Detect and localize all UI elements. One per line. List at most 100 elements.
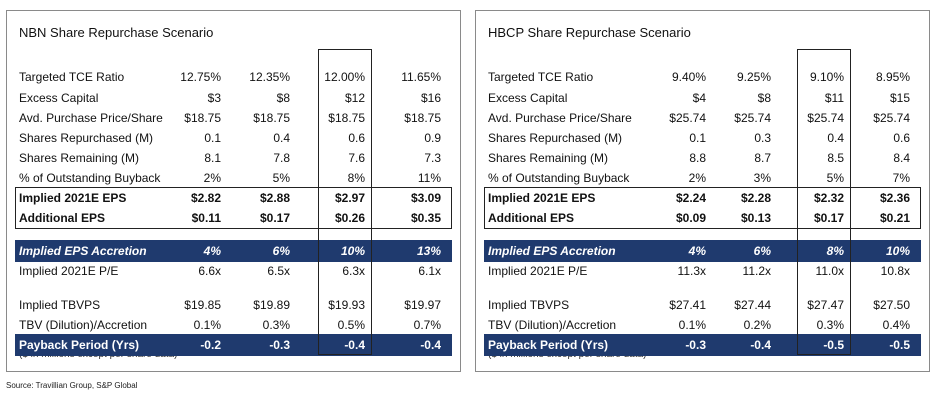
row-avg-purchase-price: Avd. Purchase Price/Share $18.75 $18.75 $18… [15,108,452,128]
row-payback-period: Payback Period (Yrs) -0.2 -0.3 -0.4 -0.4 [15,335,452,355]
row-label: Shares Repurchased (M) [488,131,623,145]
cell-value: 11.65% [401,70,441,84]
row-label: Payback Period (Yrs) [19,338,140,352]
cell-value: 8.1 [204,151,221,165]
cell-value: 10.8x [880,264,910,278]
cell-value: 12.35% [249,70,290,84]
cell-value: $25.74 [807,111,844,125]
row-shares-remaining: Shares Remaining (M) 8.1 7.8 7.6 7.3 [15,148,452,168]
cell-value: $19.89 [253,298,290,312]
cell-value: 4% [688,244,706,258]
cell-value: $2.28 [740,191,771,205]
row-label: % of Outstanding Buyback [19,171,161,185]
cell-value: 5% [826,171,844,185]
row-label: Implied 2021E EPS [488,191,596,205]
cell-value: 0.4 [827,131,844,145]
cell-value: 11.3x [677,264,706,278]
cell-value: 0.4% [882,318,910,332]
row-label: Avd. Purchase Price/Share [19,111,163,125]
cell-value: $0.17 [259,211,290,225]
cell-value: 8% [826,244,844,258]
row-label: Excess Capital [19,91,99,105]
cell-value: $0.21 [879,211,910,225]
row-implied-eps: Implied 2021E EPS $2.24 $2.28 $2.32 $2.36 [484,188,921,208]
cell-value: 6.3x [342,264,365,278]
cell-value: $0.11 [191,211,221,225]
row-label: Shares Remaining (M) [19,151,140,165]
cell-value: 8% [347,171,365,185]
row-additional-eps: Additional EPS $0.11 $0.17 $0.26 $0.35 [15,208,452,228]
row-pct-outstanding-buyback: % of Outstanding Buyback 2% 3% 5% 7% [484,168,921,188]
cell-value: $27.50 [873,298,910,312]
cell-value: $25.74 [734,111,771,125]
cell-value: 10% [885,244,910,258]
cell-value: 8.4 [893,151,910,165]
cell-value: 8.5 [827,151,844,165]
cell-value: 11.0x [815,264,844,278]
cell-value: $12 [344,91,365,105]
row-additional-eps: Additional EPS $0.09 $0.13 $0.17 $0.21 [484,208,921,228]
row-label: Implied EPS Accretion [19,244,147,258]
cell-value: 9.25% [736,70,771,84]
row-tbv-dilution-accretion: TBV (Dilution)/Accretion 0.1% 0.3% 0.5% 0.7% [15,315,452,335]
cell-value: 7.6 [348,151,365,165]
cell-value: $4 [692,91,706,105]
cell-value: 0.1 [689,131,706,145]
cell-value: 0.6 [348,131,365,145]
cell-value: 6% [753,244,771,258]
cell-value: $3 [207,91,221,105]
panel-title: NBN Share Repurchase Scenario [19,25,214,40]
row-label: Targeted TCE Ratio [488,70,594,84]
cell-value: $8 [276,91,290,105]
highlight-band [15,334,452,356]
cell-value: 0.3 [754,131,771,145]
row-implied-eps-accretion: Implied EPS Accretion 4% 6% 10% 13% [15,241,452,261]
highlight-band [484,334,921,356]
cell-value: -0.5 [823,338,844,352]
row-label: TBV (Dilution)/Accretion [488,318,617,332]
cell-value: -0.5 [889,338,910,352]
row-implied-eps: Implied 2021E EPS $2.82 $2.88 $2.97 $3.09 [15,188,452,208]
cell-value: -0.3 [269,338,290,352]
row-targeted-tce-ratio: Targeted TCE Ratio 9.40% 9.25% 9.10% 8.95% [484,67,921,87]
row-excess-capital: Excess Capital $4 $8 $11 $15 [484,88,921,108]
cell-value: $18.75 [328,111,365,125]
row-label: Avd. Purchase Price/Share [488,111,632,125]
cell-value: 12.00% [324,70,365,84]
row-implied-tbvps: Implied TBVPS $27.41 $27.44 $27.47 $27.50 [484,295,921,315]
cell-value: $19.93 [328,298,365,312]
cell-value: $18.75 [404,111,441,125]
cell-value: $0.13 [740,211,771,225]
cell-value: -0.4 [344,338,365,352]
row-label: Implied TBVPS [488,298,570,312]
cell-value: $19.97 [404,298,441,312]
row-pct-outstanding-buyback: % of Outstanding Buyback 2% 5% 8% 11% [15,168,452,188]
row-tbv-dilution-accretion: TBV (Dilution)/Accretion 0.1% 0.2% 0.3% 0.4% [484,315,921,335]
row-label: Implied TBVPS [19,298,101,312]
cell-value: $27.44 [734,298,771,312]
cell-value: 0.1% [193,318,221,332]
cell-value: -0.4 [750,338,771,352]
row-label: Implied 2021E P/E [19,264,119,278]
cell-value: 7.8 [273,151,290,165]
cell-value: 2% [688,171,706,185]
hbcp-scenario-panel: HBCP Share Repurchase Scenario ($ in mil… [475,10,930,372]
cell-value: 11.2x [742,264,771,278]
cell-value: $3.09 [410,191,441,205]
cell-value: 8.95% [875,70,910,84]
cell-value: 3% [753,171,771,185]
cell-value: $27.41 [669,298,706,312]
row-label: Targeted TCE Ratio [19,70,125,84]
cell-value: $18.75 [184,111,221,125]
cell-value: 8.7 [754,151,771,165]
cell-value: 10% [340,244,365,258]
cell-value: 9.10% [809,70,844,84]
cell-value: 0.3% [816,318,844,332]
cell-value: $11 [824,91,844,105]
cell-value: 12.75% [180,70,221,84]
cell-value: $15 [889,91,910,105]
source-note: Source: Travillian Group, S&P Global [6,381,138,390]
row-implied-eps-accretion: Implied EPS Accretion 4% 6% 8% 10% [484,241,921,261]
cell-value: 11% [417,171,441,185]
row-implied-pe: Implied 2021E P/E 11.3x 11.2x 11.0x 10.8x [484,261,921,281]
